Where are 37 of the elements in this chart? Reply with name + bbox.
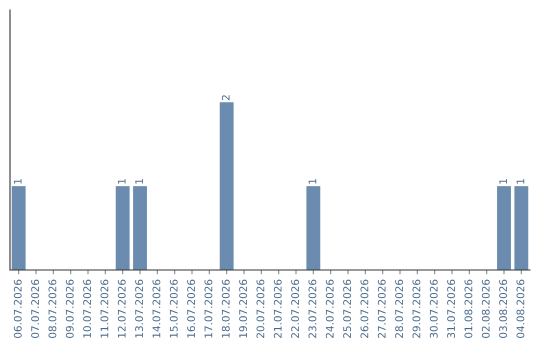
x-tick-label: 18.07.2026 bbox=[222, 280, 230, 338]
x-tick-label: 22.07.2026 bbox=[291, 280, 300, 338]
x-tick-label: 09.07.2026 bbox=[66, 280, 74, 338]
x-tick-label: 13.07.2026 bbox=[135, 280, 144, 338]
data-label: 2 bbox=[222, 95, 230, 100]
data-label: 1 bbox=[14, 179, 22, 184]
x-tick-label: 17.07.2026 bbox=[204, 280, 212, 338]
x-tick-label: 16.07.2026 bbox=[187, 280, 196, 338]
x-tick-label: 07.07.2026 bbox=[31, 280, 40, 338]
x-tick-label: 31.07.2026 bbox=[447, 280, 456, 338]
data-label: 1 bbox=[499, 179, 507, 184]
x-tick-label: 25.07.2026 bbox=[343, 280, 352, 338]
x-tick-label: 04.08.2026 bbox=[516, 280, 524, 338]
x-tick-label: 30.07.2026 bbox=[430, 280, 438, 338]
x-tick-label: 14.07.2026 bbox=[152, 280, 160, 338]
x-tick-label: 19.07.2026 bbox=[239, 280, 248, 338]
x-tick-label: 26.07.2026 bbox=[360, 280, 368, 338]
x-tick-label: 24.07.2026 bbox=[326, 280, 334, 338]
x-tick-label: 27.07.2026 bbox=[378, 280, 386, 338]
data-label: 1 bbox=[118, 179, 126, 184]
x-tick-label: 02.08.2026 bbox=[482, 280, 490, 338]
x-tick-label: 21.07.2026 bbox=[274, 280, 282, 338]
x-tick-label: 15.07.2026 bbox=[170, 280, 178, 338]
x-tick-label: 28.07.2026 bbox=[395, 280, 404, 338]
x-tick-label: 29.07.2026 bbox=[412, 280, 420, 338]
x-tick-label: 11.07.2026 bbox=[100, 280, 108, 338]
data-label: 1 bbox=[516, 179, 524, 184]
x-tick-label: 10.07.2026 bbox=[83, 280, 92, 338]
x-tick-label: 03.08.2026 bbox=[499, 280, 508, 338]
x-tick-label: 01.08.2026 bbox=[464, 280, 472, 338]
x-tick-label: 12.07.2026 bbox=[118, 280, 126, 338]
data-label: 1 bbox=[135, 179, 143, 184]
data-label: 1 bbox=[308, 179, 316, 184]
x-tick-label: 06.07.2026 bbox=[14, 280, 22, 338]
x-tick-label: 20.07.2026 bbox=[256, 280, 264, 338]
x-tick-label: 23.07.2026 bbox=[308, 280, 316, 338]
x-tick-label: 08.07.2026 bbox=[48, 280, 56, 338]
